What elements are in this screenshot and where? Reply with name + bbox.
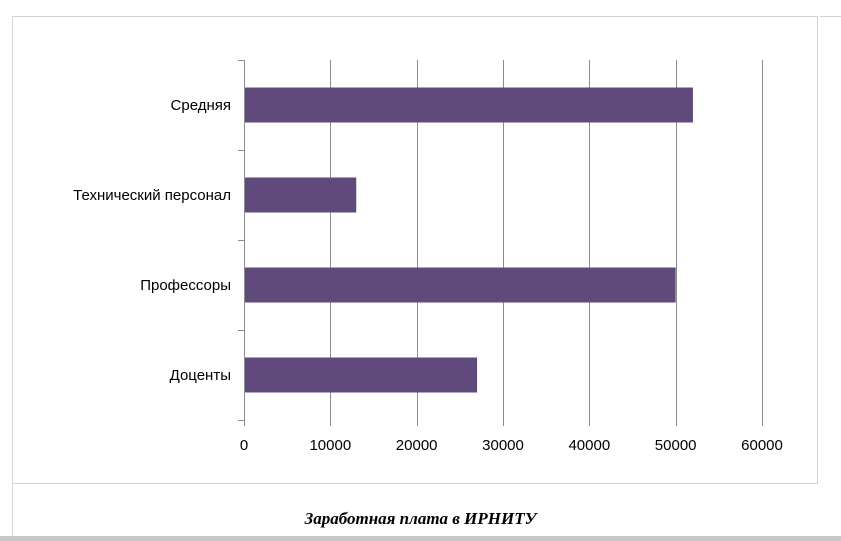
frame-edge bbox=[820, 16, 841, 17]
caption-frame bbox=[12, 484, 841, 541]
category-label: Доценты bbox=[170, 367, 231, 384]
x-tick-label: 0 bbox=[240, 437, 248, 454]
x-tick-label: 60000 bbox=[741, 437, 783, 454]
bar bbox=[245, 87, 693, 123]
caption-divider bbox=[0, 536, 841, 541]
chart-title: Заработная плата в ИРНИТУ bbox=[304, 509, 537, 528]
labels: 0 10000 20000 30000 40000 50000 60000 Доценты Пр… bbox=[73, 97, 783, 454]
x-tick-label: 30000 bbox=[482, 437, 524, 454]
x-tick-label: 20000 bbox=[396, 437, 438, 454]
x-tick-label: 50000 bbox=[655, 437, 697, 454]
x-tick-label: 40000 bbox=[568, 437, 610, 454]
x-tick-label: 10000 bbox=[309, 437, 351, 454]
bar bbox=[245, 177, 357, 213]
bars bbox=[245, 87, 693, 393]
category-label: Технический персонал bbox=[73, 187, 231, 204]
axes bbox=[238, 60, 763, 426]
category-label: Профессоры bbox=[140, 277, 231, 294]
bar bbox=[245, 267, 676, 303]
bar bbox=[245, 357, 478, 393]
category-label: Средняя bbox=[171, 97, 231, 114]
